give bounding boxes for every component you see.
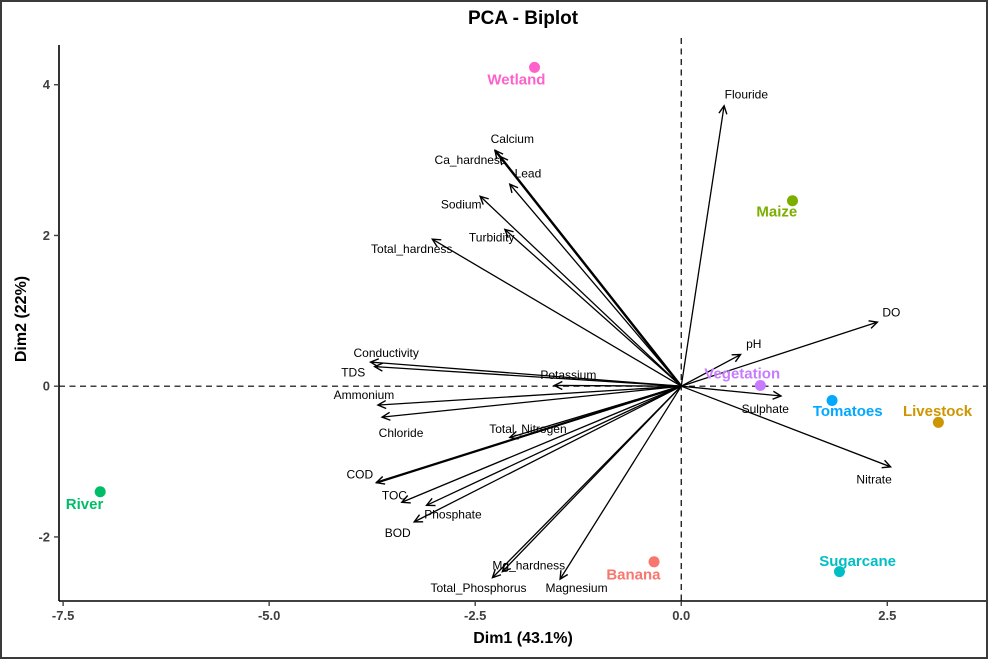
loading-arrow-conductivity	[368, 358, 682, 387]
loading-label-total_nitrogen: Total_Nitrogen	[489, 422, 566, 436]
loading-arrow-phosphate	[425, 385, 682, 507]
loading-arrow-turbidity	[503, 228, 682, 387]
y-axis-title: Dim2 (22%)	[13, 275, 30, 363]
sample-point-vegetation	[754, 379, 766, 391]
x-tick-label: 2.5	[878, 608, 896, 623]
loading-arrow-total_phosphorus	[491, 385, 682, 579]
loading-label-ph: pH	[746, 337, 761, 351]
loading-label-conductivity: Conductivity	[354, 346, 419, 360]
loading-label-turbidity: Turbidity	[469, 231, 515, 245]
loading-arrow-tds	[373, 362, 682, 387]
loading-label-ca_hardness: Ca_hardness	[435, 153, 506, 167]
sample-label-banana: Banana	[606, 567, 661, 584]
y-tick-label: 4	[43, 77, 51, 92]
sample-point-tomatoes	[826, 395, 838, 407]
sample-point-maize	[786, 195, 798, 207]
y-tick-label: 0	[43, 379, 50, 394]
loading-label-chloride: Chloride	[379, 426, 424, 440]
loading-arrow-potassium	[552, 380, 682, 391]
loading-arrow-nitrate	[681, 385, 893, 469]
sample-point-sugarcane	[833, 566, 845, 578]
loading-arrow-magnesium	[559, 385, 682, 581]
loading-label-sulphate: Sulphate	[742, 402, 790, 416]
x-tick-label: -5.0	[258, 608, 280, 623]
sample-point-river	[94, 486, 106, 498]
x-tick-label: -2.5	[464, 608, 486, 623]
loading-label-nitrate: Nitrate	[856, 473, 892, 487]
loading-arrow-flouride	[680, 104, 728, 387]
sample-point-livestock	[932, 416, 944, 428]
loading-label-magnesium: Magnesium	[546, 581, 608, 595]
sample-label-maize: Maize	[756, 203, 797, 220]
loading-arrow-sodium	[479, 195, 682, 387]
x-tick-label: 0.0	[672, 608, 690, 623]
loading-label-flouride: Flouride	[725, 88, 769, 102]
loading-arrow-sulphate	[681, 385, 783, 400]
loading-arrow-cod	[374, 385, 682, 485]
loading-arrow-total_hardness	[430, 238, 682, 387]
loading-label-bod: BOD	[385, 526, 411, 540]
loading-label-do: DO	[882, 305, 900, 319]
sample-label-livestock: Livestock	[903, 403, 973, 420]
loading-arrow-do	[681, 320, 879, 387]
loading-arrow-lead	[508, 183, 682, 387]
y-tick-label: -2	[38, 529, 50, 544]
sample-label-sugarcane: Sugarcane	[819, 553, 896, 570]
loading-label-cod: COD	[346, 467, 373, 481]
loading-label-potassium: Potassium	[540, 368, 596, 382]
sample-label-river: River	[66, 496, 104, 513]
loading-label-lead: Lead	[515, 167, 542, 181]
loading-arrow-ph	[680, 353, 742, 387]
loading-label-sodium: Sodium	[441, 198, 482, 212]
loading-arrow-ca_hardness	[498, 155, 683, 387]
loading-label-total_hardness: Total_hardness	[371, 242, 452, 256]
x-tick-label: -7.5	[52, 608, 74, 623]
loading-label-ammonium: Ammonium	[334, 388, 395, 402]
loading-label-toc: TOC	[382, 488, 407, 502]
sample-label-tomatoes: Tomatoes	[813, 403, 883, 420]
loading-arrow-bod	[412, 385, 682, 523]
sample-label-wetland: Wetland	[487, 71, 545, 88]
loading-arrow-toc	[400, 385, 682, 504]
loading-arrow-chloride	[380, 385, 682, 421]
loading-arrow-ammonium	[376, 385, 682, 410]
chart-title: PCA - Biplot	[467, 8, 579, 29]
loading-label-tds: TDS	[341, 366, 365, 380]
loading-label-mg_hardness: Mg_hardness	[492, 559, 565, 573]
loading-label-phosphate: Phosphate	[424, 507, 482, 521]
sample-label-vegetation: Vegetation	[704, 365, 780, 382]
loading-label-calcium: Calcium	[491, 132, 534, 146]
loading-label-total_phosphorus: Total_Phosphorus	[430, 581, 526, 595]
x-axis-title: Dim1 (43.1%)	[473, 630, 573, 647]
sample-point-banana	[648, 556, 660, 568]
sample-point-wetland	[529, 61, 541, 73]
y-tick-label: 2	[43, 228, 50, 243]
